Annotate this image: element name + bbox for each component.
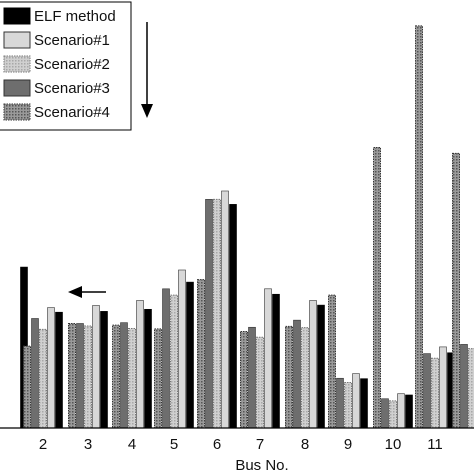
bar-elf-method-bus-3: [100, 311, 108, 429]
bar-scenario-4-bus-2: [23, 345, 31, 429]
bar-scenario-2-bus-8: [301, 327, 309, 429]
bar-scenario-1-bus-7: [264, 288, 272, 429]
x-tick-label-9: 9: [344, 436, 352, 453]
x-tick-label-6: 6: [213, 436, 221, 453]
bar-scenario-2-bus-9: [344, 381, 352, 429]
x-tick-label-10: 10: [385, 436, 402, 453]
bar-scenario-3-bus-2: [31, 318, 39, 429]
bar-scenario-3-bus-12: [460, 344, 468, 429]
bar-elf-method-bus-7: [272, 293, 280, 429]
x-tick-label-5: 5: [170, 436, 178, 453]
bar-scenario-2-bus-3: [84, 325, 92, 429]
bar-scenario-1-bus-6: [221, 190, 229, 429]
x-axis-label: Bus No.: [235, 457, 288, 474]
bar-scenario-1-bus-4: [136, 300, 144, 429]
x-tick-label-7: 7: [256, 436, 264, 453]
legend-swatch-scenario-2: [3, 55, 31, 73]
legend-label-scenario-3: Scenario#3: [34, 80, 110, 97]
bar-scenario-1-bus-11: [439, 346, 447, 429]
bar-scenario-3-bus-3: [76, 323, 84, 429]
legend: ELF method Scenario#1 Scenario#2 Scenario#3…: [0, 1, 132, 131]
x-tick-label-11: 11: [427, 436, 443, 453]
bar-scenario-4-bus-4: [112, 324, 120, 429]
bar-elf-method-bus-9: [360, 378, 368, 429]
x-tick-label-8: 8: [301, 436, 309, 453]
bar-scenario-2-bus-11: [431, 357, 439, 429]
bar-scenario-4-bus-12: [452, 152, 460, 429]
bar-scenario-4-bus-9: [328, 294, 336, 429]
arrow-left-icon: [68, 286, 106, 298]
bar-elf-method-bus-8: [317, 304, 325, 429]
bar-scenario-3-bus-8: [293, 319, 301, 429]
x-tick-label-4: 4: [128, 436, 136, 453]
bar-scenario-2-bus-4: [128, 328, 136, 429]
arrow-down-icon: [141, 22, 153, 118]
legend-label-scenario-4: Scenario#4: [34, 104, 110, 121]
bar-scenario-4-bus-6: [197, 279, 205, 429]
bar-scenario-1-bus-9: [352, 373, 360, 429]
x-tick-label-3: 3: [84, 436, 92, 453]
legend-swatch-scenario-3: [3, 79, 31, 97]
bar-scenario-1-bus-5: [178, 269, 186, 429]
bar-elf-method-bus-6: [229, 204, 237, 429]
bar-elf-method-bus-10: [405, 394, 413, 429]
bar-scenario-3-bus-6: [205, 199, 213, 429]
bar-scenario-3-bus-4: [120, 322, 128, 429]
x-tick-label-2: 2: [39, 436, 47, 453]
legend-label-elf-method: ELF method: [34, 8, 116, 25]
bar-scenario-4-bus-5: [154, 328, 162, 429]
bar-scenario-3-bus-11: [423, 353, 431, 429]
bar-scenario-4-bus-10: [373, 147, 381, 429]
legend-label-scenario-2: Scenario#2: [34, 56, 110, 73]
bar-scenario-3-bus-10: [381, 398, 389, 429]
bar-elf-method-bus-5: [186, 281, 194, 429]
bars-group: [20, 25, 474, 429]
bar-scenario-1-bus-10: [397, 393, 405, 429]
bar-elf-method-bus-4: [144, 308, 152, 429]
bar-scenario-2-bus-7: [256, 336, 264, 429]
bar-scenario-2-bus-5: [170, 294, 178, 429]
bar-scenario-4-bus-8: [285, 325, 293, 429]
bar-scenario-2-bus-6: [213, 198, 221, 429]
bar-scenario-3-bus-9: [336, 377, 344, 429]
bar-scenario-3-bus-7: [248, 326, 256, 429]
bar-scenario-3-bus-5: [162, 288, 170, 429]
legend-swatch-elf-method: [3, 7, 31, 25]
bar-scenario-4-bus-7: [240, 330, 248, 429]
bar-scenario-2-bus-12: [468, 348, 474, 429]
bar-scenario-2-bus-10: [389, 400, 397, 429]
bar-scenario-2-bus-2: [39, 328, 47, 429]
bar-scenario-1-bus-8: [309, 300, 317, 429]
bar-scenario-4-bus-3: [68, 323, 76, 429]
legend-swatch-scenario-4: [3, 103, 31, 121]
legend-label-scenario-1: Scenario#1: [34, 32, 110, 49]
bar-scenario-1-bus-3: [92, 305, 100, 429]
legend-swatch-scenario-1: [3, 31, 31, 49]
bar-elf-method-bus-2: [55, 311, 63, 429]
x-tick-labels: 2 3 4 5 6 7 8 9 10 11: [39, 436, 443, 453]
bar-scenario-1-bus-2: [47, 307, 55, 429]
bar-scenario-4-bus-11: [415, 25, 423, 429]
